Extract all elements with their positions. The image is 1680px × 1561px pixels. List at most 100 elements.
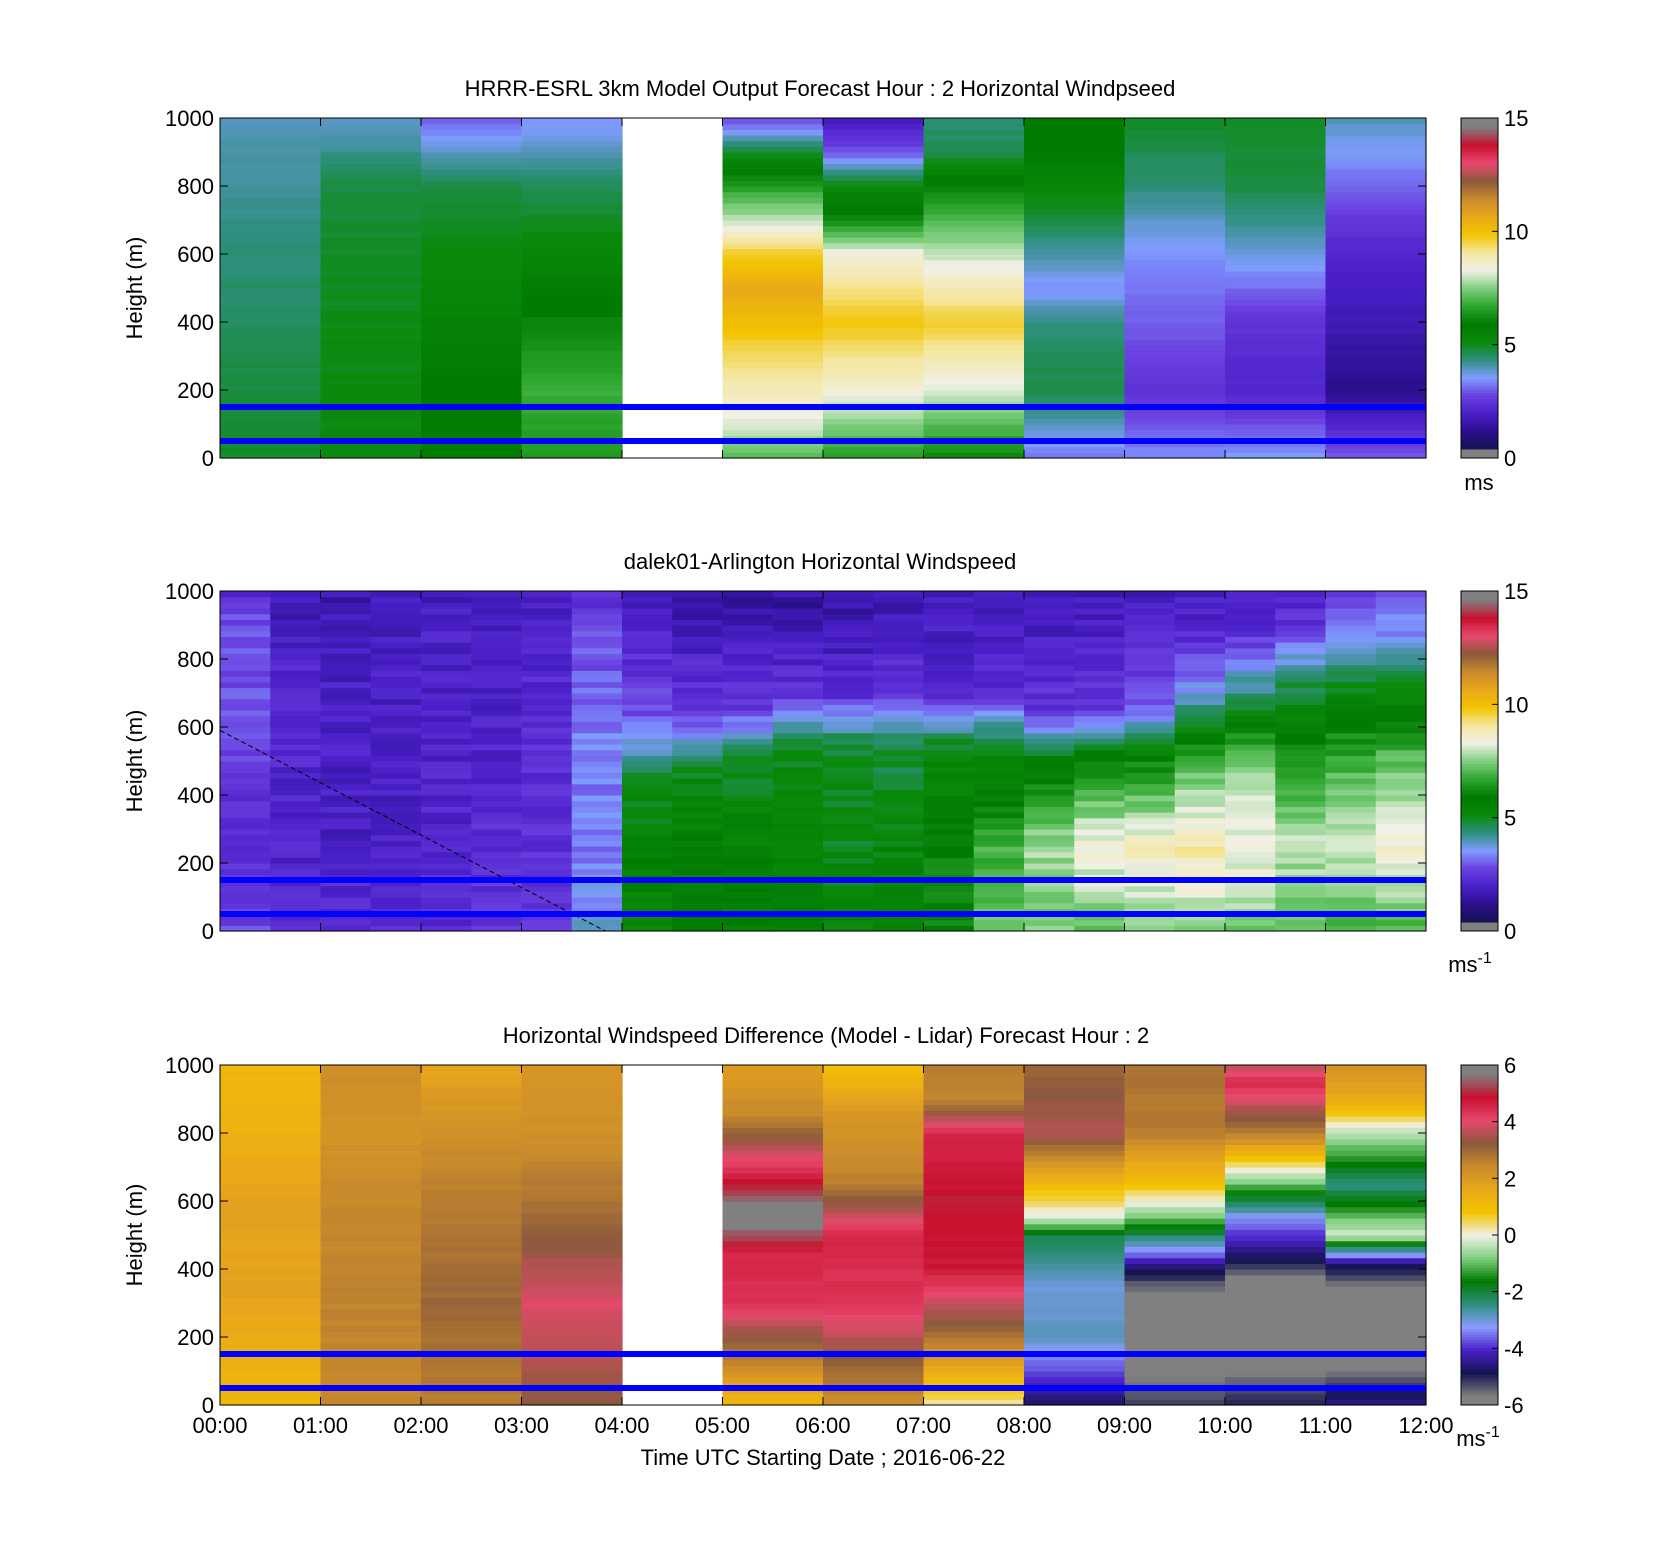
heatmap-cell <box>320 880 372 887</box>
heatmap-cell <box>1074 647 1126 654</box>
heatmap-cell <box>270 698 322 705</box>
heatmap-cell <box>923 1133 1025 1140</box>
heatmap-cell <box>823 1212 925 1219</box>
colorbar-cell <box>1461 621 1498 625</box>
heatmap-cell <box>1024 1303 1126 1310</box>
heatmap-cell <box>1325 208 1427 215</box>
heatmap-cell <box>220 789 271 796</box>
heatmap-cell <box>270 806 322 813</box>
heatmap-cell <box>1174 664 1226 671</box>
heatmap-cell <box>1124 180 1226 187</box>
heatmap-cell <box>1225 1150 1327 1157</box>
heatmap-cell <box>1024 885 1075 892</box>
y-tick-label: 0 <box>202 1393 214 1418</box>
heatmap-cell <box>521 596 573 603</box>
heatmap-cell <box>823 1280 925 1287</box>
heatmap-cell <box>923 429 1025 436</box>
heatmap-cell <box>1124 1235 1226 1242</box>
heatmap-cell <box>320 613 372 620</box>
colorbar-cell <box>1461 744 1498 749</box>
heatmap-cell <box>1124 1286 1226 1293</box>
heatmap-cell <box>722 1127 824 1134</box>
heatmap-cell <box>1174 704 1226 711</box>
heatmap-cell <box>1225 174 1327 181</box>
heatmap-cell <box>923 1093 1025 1100</box>
heatmap-cell <box>722 653 774 660</box>
heatmap-cell <box>220 619 271 626</box>
heatmap-cell <box>923 1076 1025 1083</box>
heatmap-cell <box>722 1303 824 1310</box>
colorbar-cell <box>1461 637 1498 641</box>
heatmap-cell <box>672 795 724 802</box>
colorbar-cell <box>1461 659 1498 663</box>
colorbar-cell <box>1461 629 1498 633</box>
heatmap-cell <box>421 1150 523 1157</box>
heatmap-cell <box>571 602 623 609</box>
colorbar-cell <box>1461 726 1498 730</box>
heatmap-cell <box>923 282 1025 289</box>
heatmap-cell <box>320 361 422 368</box>
heatmap-cell <box>1024 1121 1126 1128</box>
colorbar-cell <box>1461 803 1498 808</box>
heatmap-cell <box>1174 715 1226 722</box>
heatmap-cell <box>421 197 523 204</box>
heatmap-cell <box>1024 1308 1126 1315</box>
heatmap-cell <box>1325 1314 1427 1321</box>
heatmap-cell <box>1275 823 1327 830</box>
heatmap-cell <box>672 919 724 926</box>
heatmap-cell <box>1124 1399 1226 1406</box>
colorbar-cell <box>1461 414 1498 418</box>
heatmap-cell <box>973 897 1025 904</box>
heatmap-cell <box>923 441 1025 448</box>
heatmap-cell <box>1325 1297 1427 1304</box>
colorbar-cell <box>1461 642 1498 647</box>
colorbar-cell <box>1461 1358 1498 1362</box>
heatmap-cell <box>1174 857 1226 864</box>
colorbar-cell <box>1461 1267 1498 1271</box>
heatmap-cell <box>320 710 372 717</box>
heatmap-cell <box>873 693 925 700</box>
colorbar-cell <box>1461 1382 1498 1386</box>
heatmap-cell <box>923 925 975 932</box>
heatmap-cell <box>521 1359 623 1366</box>
heatmap-cell <box>471 891 523 898</box>
heatmap-cell <box>823 1144 925 1151</box>
heatmap-cell <box>270 659 322 666</box>
heatmap-cell <box>923 1252 1025 1259</box>
heatmap-cell <box>722 316 824 323</box>
heatmap-cell <box>521 1229 623 1236</box>
heatmap-cell <box>672 766 724 773</box>
colorbar-cell <box>1461 1331 1498 1335</box>
heatmap-cell <box>421 186 523 193</box>
heatmap-cell <box>722 407 824 414</box>
heatmap-cell <box>220 327 322 334</box>
colorbar-cell <box>1461 879 1498 883</box>
heatmap-cell <box>220 1354 322 1361</box>
heatmap-cell <box>1124 163 1226 170</box>
heatmap-cell <box>823 180 925 187</box>
heatmap-cell <box>823 441 925 448</box>
heatmap-cell <box>1124 625 1176 632</box>
heatmap-cell <box>421 1280 523 1287</box>
heatmap-cell <box>1325 316 1427 323</box>
heatmap-cell <box>320 1325 422 1332</box>
heatmap-cell <box>1275 653 1327 660</box>
heatmap-cell <box>823 412 925 419</box>
heatmap-cell <box>220 418 322 425</box>
heatmap-cell <box>1225 880 1276 887</box>
heatmap-cell <box>1024 1240 1126 1247</box>
heatmap-cell <box>622 698 673 705</box>
heatmap-cell <box>1024 1325 1126 1332</box>
heatmap-cell <box>672 863 724 870</box>
colorbar-cell <box>1461 1200 1498 1204</box>
heatmap-cell <box>973 919 1025 926</box>
heatmap-cell <box>320 242 422 249</box>
heatmap-cell <box>973 778 1025 785</box>
heatmap-cell <box>722 1314 824 1321</box>
heatmap-cell <box>923 857 975 864</box>
heatmap-cell <box>722 259 824 266</box>
heatmap-cell <box>1024 1099 1126 1106</box>
heatmap-cell <box>220 344 322 351</box>
heatmap-cell <box>823 1393 925 1400</box>
heatmap-cell <box>1325 800 1377 807</box>
